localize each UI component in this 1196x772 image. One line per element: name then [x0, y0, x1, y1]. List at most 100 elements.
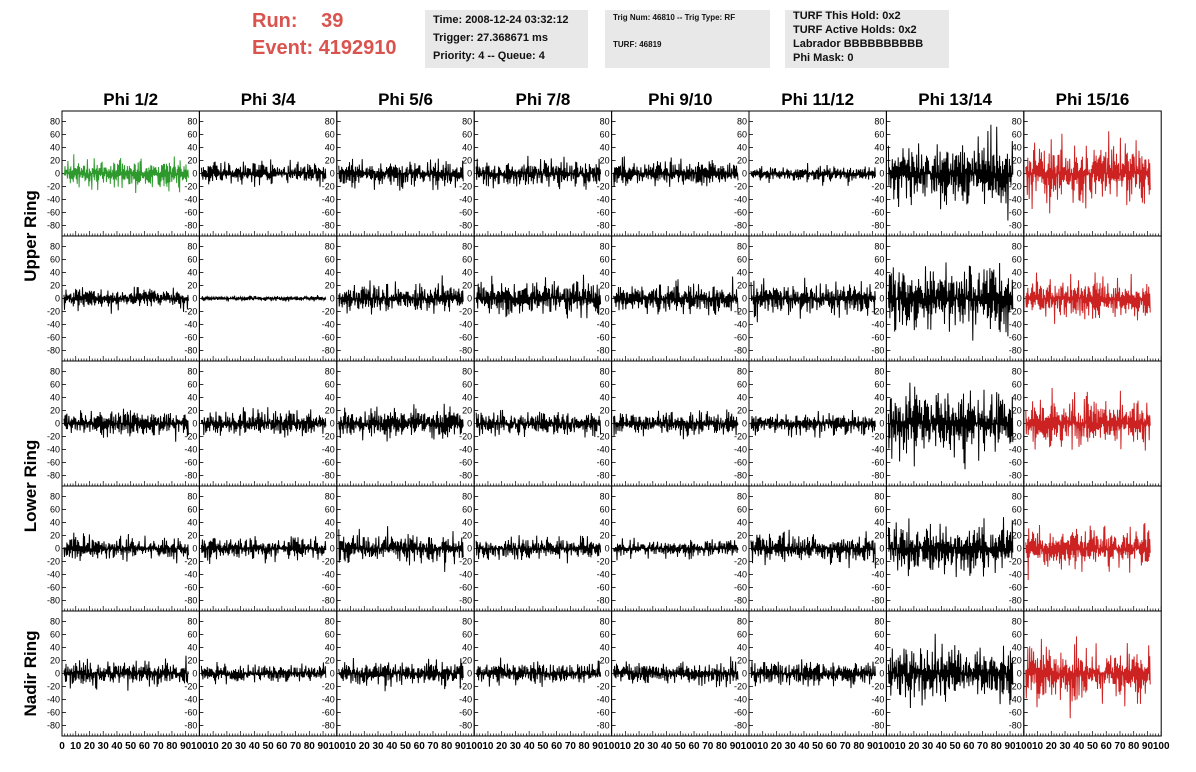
- y-tick-label: -20: [459, 307, 472, 317]
- y-tick-label: 20: [50, 656, 60, 666]
- waveform-panel: 80 60 40 20 0 -20 -40 -60 -80: [184, 485, 338, 612]
- x-tick-label: 100: [878, 741, 895, 752]
- y-tick-label: 80: [600, 492, 610, 502]
- x-tick-label: 0: [59, 741, 65, 752]
- y-tick-label: 60: [1012, 630, 1022, 640]
- y-tick-label: 40: [187, 393, 197, 403]
- waveform-trace: [338, 403, 464, 442]
- y-tick-label: 80: [600, 617, 610, 627]
- y-tick-label: -40: [47, 695, 60, 705]
- y-tick-label: 20: [325, 281, 335, 291]
- y-tick-label: 40: [600, 643, 610, 653]
- y-tick-label: 0: [605, 669, 610, 679]
- y-tick-label: -40: [184, 570, 197, 580]
- y-tick-label: 20: [874, 531, 884, 541]
- waveform-trace: [475, 535, 602, 564]
- y-tick-label: 60: [737, 505, 747, 515]
- y-tick-label: 80: [600, 367, 610, 377]
- x-tick-label: 60: [688, 741, 700, 752]
- y-tick-label: -40: [322, 195, 335, 205]
- y-tick-label: 0: [879, 419, 884, 429]
- y-tick-label: -20: [1009, 682, 1022, 692]
- x-tick-label: 10: [757, 741, 769, 752]
- y-tick-label: 60: [462, 130, 472, 140]
- y-tick-label: 60: [1012, 255, 1022, 265]
- y-tick-label: 80: [50, 367, 60, 377]
- x-tick-label: 30: [647, 741, 659, 752]
- y-tick-label: -40: [597, 320, 610, 330]
- y-tick-label: -80: [734, 596, 747, 606]
- y-tick-label: -60: [184, 708, 197, 718]
- y-tick-label: -80: [871, 346, 884, 356]
- y-tick-label: -20: [47, 432, 60, 442]
- x-tick-label: 10: [208, 741, 220, 752]
- y-tick-label: 60: [874, 630, 884, 640]
- y-tick-label: 20: [600, 656, 610, 666]
- waveform-panel: 80 60 40 20 0 -20 -40 -60 -80: [597, 610, 750, 737]
- run-value: 39: [321, 10, 344, 32]
- y-tick-label: -60: [47, 708, 60, 718]
- y-tick-label: 80: [874, 492, 884, 502]
- y-tick-label: 0: [55, 669, 60, 679]
- x-tick-label: 40: [1073, 741, 1085, 752]
- y-tick-label: 20: [462, 656, 472, 666]
- y-tick-label: 0: [467, 669, 472, 679]
- y-tick-label: 0: [467, 294, 472, 304]
- y-tick-label: 20: [737, 281, 747, 291]
- x-tick-label: 10: [620, 741, 632, 752]
- y-tick-label: -40: [47, 445, 60, 455]
- y-tick-label: -60: [184, 333, 197, 343]
- y-tick-label: -80: [734, 221, 747, 231]
- y-tick-label: -20: [47, 682, 60, 692]
- x-tick-label: 80: [166, 741, 178, 752]
- y-tick-label: -40: [184, 320, 197, 330]
- y-tick-label: 20: [1012, 656, 1022, 666]
- y-tick-label: -60: [597, 458, 610, 468]
- y-tick-label: -40: [184, 695, 197, 705]
- column-title: Phi 7/8: [515, 90, 570, 109]
- y-tick-label: -20: [871, 682, 884, 692]
- y-tick-label: 40: [737, 518, 747, 528]
- y-tick-label: -60: [322, 208, 335, 218]
- y-tick-label: 60: [187, 255, 197, 265]
- x-tick-label: 20: [1046, 741, 1058, 752]
- waveform-trace: [475, 409, 602, 438]
- y-tick-label: -60: [184, 583, 197, 593]
- x-tick-label: 90: [1004, 741, 1016, 752]
- y-tick-label: -40: [597, 445, 610, 455]
- y-tick-label: -40: [459, 445, 472, 455]
- y-tick-label: -60: [871, 708, 884, 718]
- y-tick-label: 0: [55, 169, 60, 179]
- waveform-panel: 80 60 40 20 0 -20 -40 -60 -80: [47, 610, 200, 737]
- y-tick-label: 40: [462, 393, 472, 403]
- y-tick-label: -60: [734, 208, 747, 218]
- column-title: Phi 13/14: [918, 90, 992, 109]
- y-tick-label: 20: [1012, 531, 1022, 541]
- waveform-panel: 80 60 40 20 0 -20 -40 -60 -80: [1009, 110, 1162, 237]
- y-tick-label: 40: [600, 268, 610, 278]
- y-tick-label: -80: [459, 596, 472, 606]
- y-tick-label: 0: [605, 294, 610, 304]
- y-tick-label: -20: [184, 432, 197, 442]
- y-tick-label: 40: [1012, 143, 1022, 153]
- waveform-trace: [338, 526, 464, 572]
- y-tick-label: 60: [1012, 130, 1022, 140]
- y-tick-label: -40: [1009, 195, 1022, 205]
- y-tick-label: -40: [322, 320, 335, 330]
- event-line: Event: 4192910: [252, 35, 397, 62]
- waveform-panel: 80 60 40 20 0 -20 -40 -60 -80: [871, 485, 1025, 612]
- waveform-panel: 80 60 40 20 0 -20 -40 -60 -80: [871, 360, 1025, 487]
- y-tick-label: 20: [1012, 406, 1022, 416]
- y-tick-label: -20: [459, 182, 472, 192]
- waveform-trace: [887, 124, 1014, 221]
- y-tick-label: 0: [55, 294, 60, 304]
- y-tick-label: 40: [874, 393, 884, 403]
- y-tick-label: -20: [184, 307, 197, 317]
- y-tick-label: -80: [322, 221, 335, 231]
- y-tick-label: -80: [597, 471, 610, 481]
- y-tick-label: 20: [600, 281, 610, 291]
- x-tick-label: 80: [579, 741, 591, 752]
- y-tick-label: -60: [322, 708, 335, 718]
- waveform-panel: 80 60 40 20 0 -20 -40 -60 -80: [184, 235, 338, 362]
- waveform-panel: 80 60 40 20 0 -20 -40 -60 -80: [184, 110, 338, 237]
